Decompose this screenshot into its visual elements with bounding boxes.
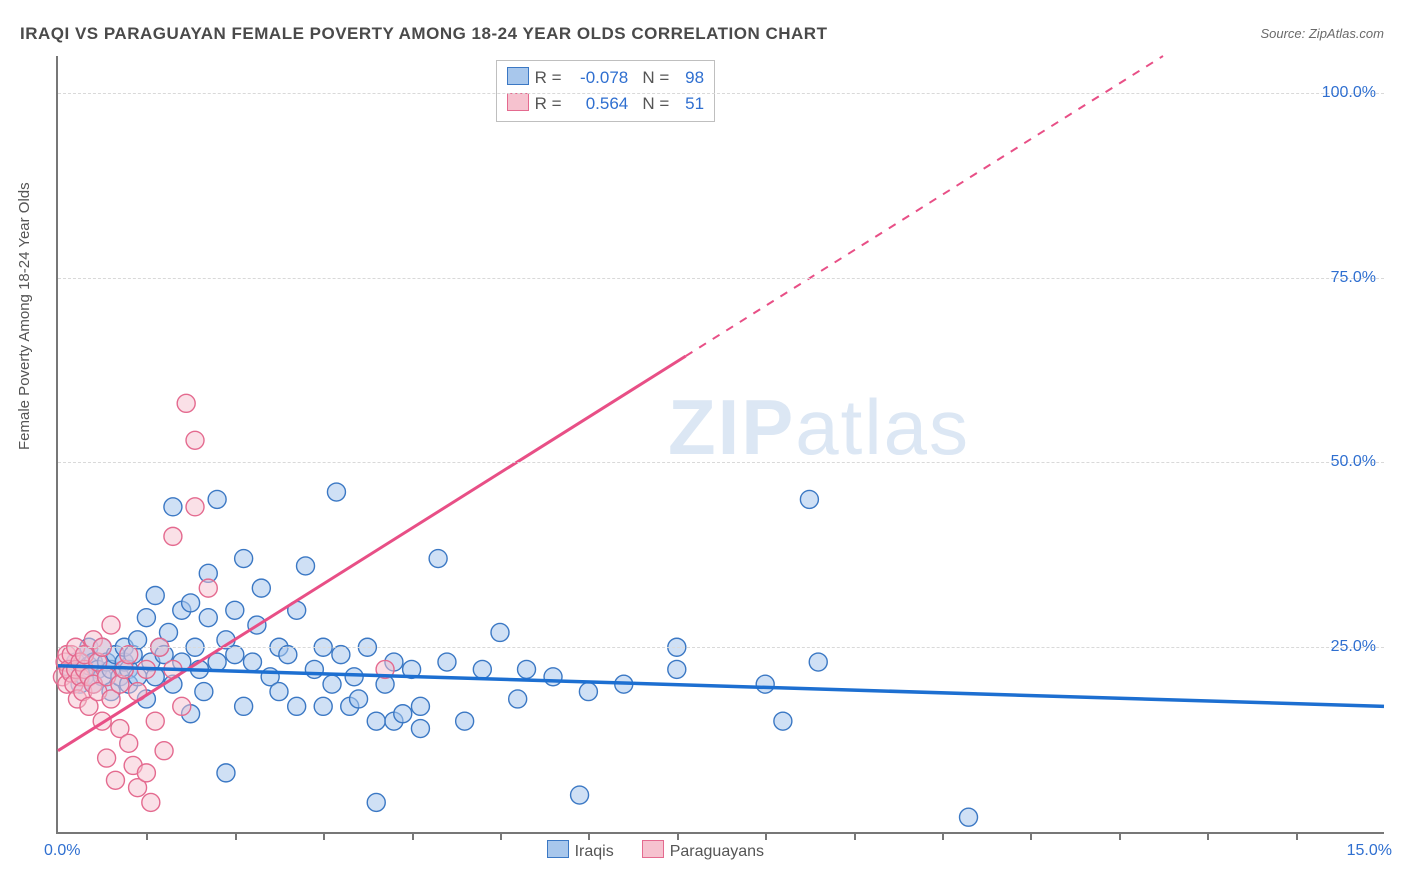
- blue-point: [438, 653, 456, 671]
- blue-point: [756, 675, 774, 693]
- blue-point: [411, 720, 429, 738]
- blue-point: [199, 609, 217, 627]
- blue-point: [394, 705, 412, 723]
- blue-point: [327, 483, 345, 501]
- blue-point: [332, 646, 350, 664]
- pink-point: [142, 793, 160, 811]
- blue-point: [217, 764, 235, 782]
- legend-item: Paraguayans: [642, 843, 764, 860]
- pink-point: [177, 394, 195, 412]
- blue-point: [800, 490, 818, 508]
- blue-point: [571, 786, 589, 804]
- blue-point: [367, 793, 385, 811]
- blue-point: [314, 697, 332, 715]
- blue-point: [491, 623, 509, 641]
- blue-point: [252, 579, 270, 597]
- y-tick-label: 75.0%: [1331, 269, 1376, 287]
- pink-point: [186, 498, 204, 516]
- blue-point: [350, 690, 368, 708]
- pink-point: [186, 431, 204, 449]
- blue-trend: [58, 666, 1384, 707]
- blue-point: [297, 557, 315, 575]
- blue-point: [305, 660, 323, 678]
- blue-point: [226, 646, 244, 664]
- blue-point: [544, 668, 562, 686]
- blue-point: [235, 550, 253, 568]
- blue-point: [146, 587, 164, 605]
- blue-point: [668, 660, 686, 678]
- x-tick-min: 0.0%: [44, 842, 80, 860]
- blue-point: [279, 646, 297, 664]
- stat-row: R = 0.564 N = 51: [507, 91, 704, 117]
- blue-point: [288, 697, 306, 715]
- pink-point: [120, 734, 138, 752]
- blue-point: [456, 712, 474, 730]
- blue-point: [208, 490, 226, 508]
- blue-point: [182, 594, 200, 612]
- blue-point: [345, 668, 363, 686]
- pink-point: [164, 527, 182, 545]
- blue-point: [518, 660, 536, 678]
- y-tick-label: 50.0%: [1331, 453, 1376, 471]
- blue-point: [137, 609, 155, 627]
- stat-row: R = -0.078 N = 98: [507, 65, 704, 91]
- pink-point: [98, 749, 116, 767]
- legend-item: Iraqis: [547, 843, 614, 860]
- blue-point: [367, 712, 385, 730]
- blue-point: [509, 690, 527, 708]
- pink-swatch-icon: [507, 93, 529, 111]
- blue-point: [164, 498, 182, 516]
- blue-swatch-icon: [507, 67, 529, 85]
- pink-swatch-icon: [642, 840, 664, 858]
- y-tick-label: 25.0%: [1331, 638, 1376, 656]
- source-credit: Source: ZipAtlas.com: [1260, 26, 1384, 41]
- blue-point: [323, 675, 341, 693]
- y-tick-label: 100.0%: [1322, 84, 1376, 102]
- blue-point: [579, 683, 597, 701]
- pink-point: [155, 742, 173, 760]
- pink-point: [120, 646, 138, 664]
- blue-point: [411, 697, 429, 715]
- blue-point: [243, 653, 261, 671]
- pink-point: [137, 764, 155, 782]
- pink-point: [102, 616, 120, 634]
- plot-svg: [58, 56, 1384, 832]
- blue-point: [774, 712, 792, 730]
- chart-root: { "title": "IRAQI VS PARAGUAYAN FEMALE P…: [0, 0, 1406, 892]
- correlation-stat-box: R = -0.078 N = 98R = 0.564 N = 51: [496, 60, 715, 122]
- pink-trend-dash: [686, 56, 1163, 356]
- plot-area: ZIPatlas R = -0.078 N = 98R = 0.564 N = …: [56, 56, 1384, 834]
- chart-title: IRAQI VS PARAGUAYAN FEMALE POVERTY AMONG…: [20, 24, 827, 44]
- blue-swatch-icon: [547, 840, 569, 858]
- x-tick-max: 15.0%: [1347, 842, 1392, 860]
- blue-point: [809, 653, 827, 671]
- blue-point: [960, 808, 978, 826]
- blue-point: [226, 601, 244, 619]
- y-axis-label: Female Poverty Among 18-24 Year Olds: [16, 182, 33, 450]
- blue-point: [429, 550, 447, 568]
- blue-point: [195, 683, 213, 701]
- pink-point: [173, 697, 191, 715]
- blue-point: [235, 697, 253, 715]
- blue-point: [270, 683, 288, 701]
- pink-point: [199, 579, 217, 597]
- blue-point: [473, 660, 491, 678]
- pink-point: [106, 771, 124, 789]
- pink-point: [146, 712, 164, 730]
- bottom-legend: Iraqis Paraguayans: [547, 840, 792, 861]
